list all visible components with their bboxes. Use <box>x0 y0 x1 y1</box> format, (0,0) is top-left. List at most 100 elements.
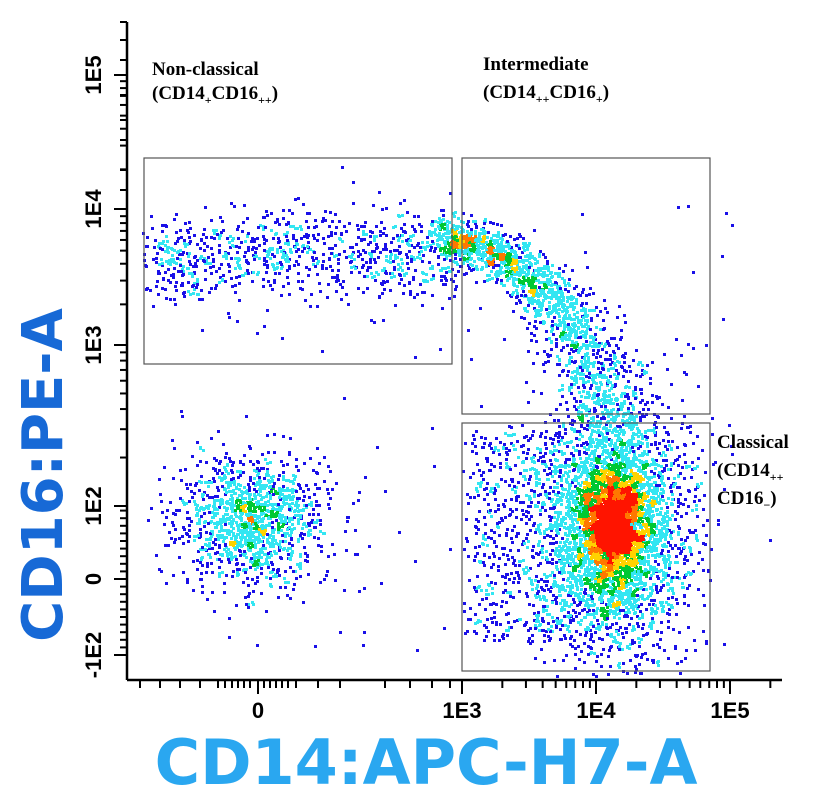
event-dot <box>249 529 252 532</box>
event-dot <box>215 229 218 232</box>
event-dot <box>383 267 386 270</box>
event-dot <box>175 509 178 512</box>
event-dot <box>539 267 542 270</box>
event-dot <box>470 228 473 231</box>
event-dot <box>616 425 619 428</box>
event-dot <box>486 251 489 254</box>
event-dot <box>611 384 614 387</box>
event-dot <box>468 234 471 237</box>
event-dot <box>279 540 282 543</box>
event-dot <box>619 626 622 629</box>
event-dot <box>218 476 221 479</box>
event-dot <box>603 345 606 348</box>
event-dot <box>350 260 353 263</box>
event-dot <box>573 313 576 316</box>
event-dot <box>210 236 213 239</box>
event-dot <box>244 552 247 555</box>
event-dot <box>468 252 471 255</box>
event-dot <box>258 538 261 541</box>
event-dot <box>269 577 272 580</box>
event-dot <box>475 265 478 268</box>
event-dot <box>222 255 225 258</box>
event-dot <box>642 478 645 481</box>
event-dot <box>377 256 380 259</box>
event-dot <box>233 483 236 486</box>
event-dot <box>523 279 526 282</box>
event-dot <box>310 504 313 507</box>
event-dot <box>262 512 265 515</box>
event-dot <box>195 482 198 485</box>
event-dot <box>532 280 535 283</box>
event-dot <box>682 503 685 506</box>
event-dot <box>632 461 635 464</box>
event-dot <box>542 363 545 366</box>
event-dot <box>223 506 226 509</box>
event-dot <box>397 239 400 242</box>
event-dot <box>346 520 349 523</box>
event-dot <box>694 495 697 498</box>
event-dot <box>217 522 220 525</box>
event-dot <box>155 285 158 288</box>
event-dot <box>425 273 428 276</box>
event-dot <box>313 226 316 229</box>
event-dot <box>245 568 248 571</box>
event-dot <box>644 534 647 537</box>
event-dot <box>203 512 206 515</box>
event-dot <box>467 264 470 267</box>
event-dot <box>230 277 233 280</box>
event-dot <box>400 278 403 281</box>
event-dot <box>598 342 601 345</box>
event-dot <box>386 280 389 283</box>
event-dot <box>418 253 421 256</box>
event-dot <box>659 498 662 501</box>
event-dot <box>230 507 233 510</box>
event-dot <box>155 261 158 264</box>
event-dot <box>317 260 320 263</box>
event-dot <box>229 516 232 519</box>
event-dot <box>273 268 276 271</box>
event-dot <box>260 572 263 575</box>
event-dot <box>194 255 197 258</box>
event-dot <box>299 487 302 490</box>
event-dot <box>239 484 242 487</box>
event-dot <box>307 531 310 534</box>
event-dot <box>215 526 218 529</box>
event-dot <box>538 302 541 305</box>
event-dot <box>242 274 245 277</box>
event-dot <box>551 264 554 267</box>
event-dot <box>275 514 278 517</box>
event-dot <box>500 224 503 227</box>
event-dot <box>229 484 232 487</box>
event-dot <box>482 253 485 256</box>
event-dot <box>598 386 601 389</box>
event-dot <box>445 257 448 260</box>
event-dot <box>257 505 260 508</box>
event-dot <box>216 508 219 511</box>
event-dot <box>595 306 598 309</box>
event-dot <box>453 215 456 218</box>
event-dot <box>579 336 582 339</box>
event-dot <box>314 219 317 222</box>
event-dot <box>641 653 644 656</box>
event-dot <box>227 472 230 475</box>
event-dot <box>237 476 240 479</box>
event-dot <box>229 235 232 238</box>
event-dot <box>303 495 306 498</box>
event-dot <box>655 527 658 530</box>
event-dot <box>571 371 574 374</box>
event-dot <box>247 246 250 249</box>
event-dot <box>363 238 366 241</box>
event-dot <box>337 269 340 272</box>
event-dot <box>227 548 230 551</box>
event-dot <box>432 274 435 277</box>
event-dot <box>284 242 287 245</box>
event-dot <box>561 277 564 280</box>
event-dot <box>484 261 487 264</box>
event-dot <box>214 287 217 290</box>
event-dot <box>357 236 360 239</box>
event-dot <box>531 276 534 279</box>
event-dot <box>509 270 512 273</box>
event-dot <box>401 214 404 217</box>
event-dot <box>598 444 601 447</box>
event-dot <box>582 595 585 598</box>
